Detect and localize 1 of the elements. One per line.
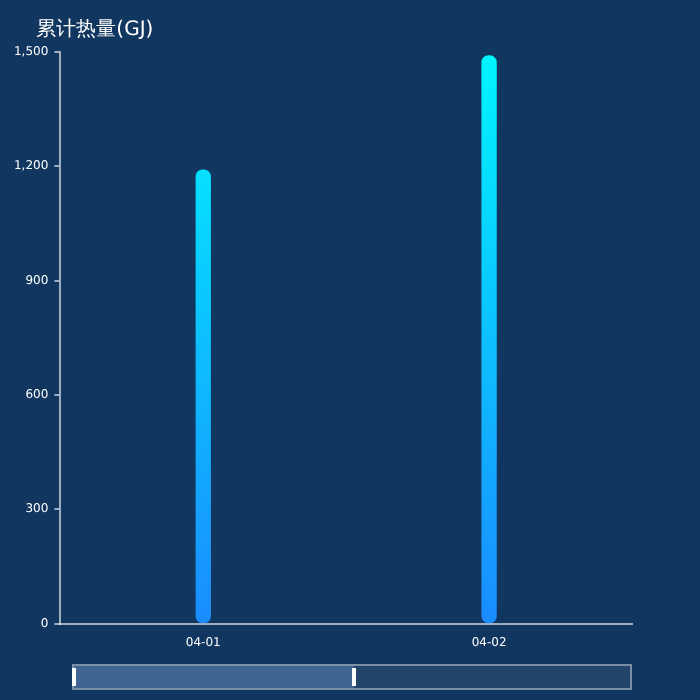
y-axis-title: 累计热量(GJ) [36, 17, 154, 42]
